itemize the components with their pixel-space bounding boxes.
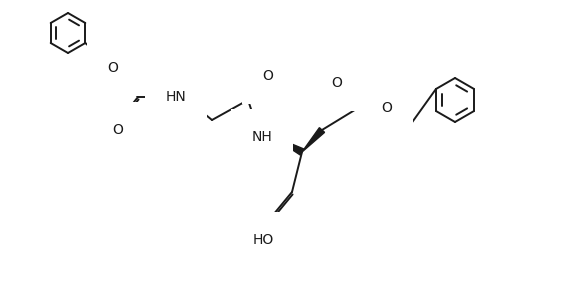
Polygon shape (302, 128, 325, 152)
Text: NH: NH (252, 130, 272, 144)
Text: HO: HO (252, 233, 274, 247)
Text: O: O (382, 101, 393, 115)
Text: O: O (113, 123, 124, 137)
Text: O: O (263, 69, 274, 83)
Polygon shape (270, 135, 303, 155)
Text: O: O (332, 76, 342, 90)
Text: O: O (108, 61, 118, 75)
Text: HN: HN (166, 90, 186, 104)
